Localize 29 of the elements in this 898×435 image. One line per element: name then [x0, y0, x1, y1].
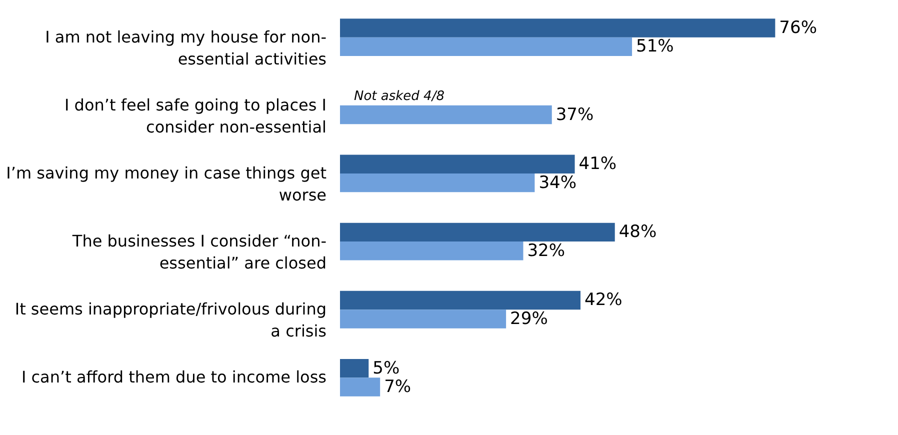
data-label: 34%	[538, 172, 576, 193]
data-label: 7%	[384, 377, 412, 398]
y-tick-label: I’m saving my money in case things get worse	[6, 163, 326, 204]
annotation: Not asked 4/8	[354, 89, 444, 104]
data-label: 41%	[578, 154, 617, 174]
bar	[340, 18, 776, 38]
data-label: 5%	[372, 358, 400, 378]
y-tick-label: I don’t feel safe going to places I consider non-essential	[64, 95, 326, 136]
bar	[340, 378, 380, 396]
bar	[340, 310, 506, 328]
bar	[340, 37, 632, 56]
data-label: 29%	[510, 308, 548, 329]
y-tick-label: I can’t afford them due to income loss	[21, 368, 326, 387]
data-label: 51%	[636, 36, 674, 57]
data-label: 76%	[779, 18, 817, 38]
bar	[340, 358, 369, 378]
bar	[340, 154, 575, 174]
data-label: 37%	[556, 104, 594, 125]
y-tick-label: I am not leaving my house for non-essential activities	[45, 27, 326, 68]
y-tick-label: The businesses I consider “non-essential” are closed	[71, 232, 326, 273]
bar	[340, 222, 615, 242]
bar	[340, 173, 535, 192]
y-tick-label: It seems inappropriate/frivolous during a crisis	[14, 300, 326, 341]
bar	[340, 290, 580, 310]
bar	[340, 105, 552, 124]
bar	[340, 242, 524, 260]
data-label: 32%	[527, 240, 566, 261]
data-label: 48%	[618, 222, 657, 242]
data-label: 42%	[584, 290, 622, 310]
